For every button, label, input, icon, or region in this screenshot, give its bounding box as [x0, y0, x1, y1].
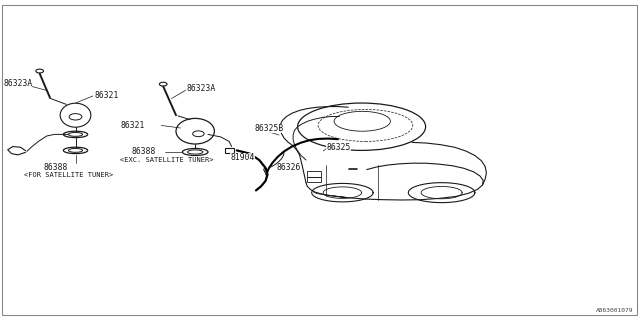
Bar	[307, 177, 321, 182]
Text: <EXC. SATELLITE TUNER>: <EXC. SATELLITE TUNER>	[120, 157, 214, 163]
Text: 86388: 86388	[131, 148, 156, 156]
Text: 86323A: 86323A	[3, 79, 33, 88]
Text: 86321: 86321	[94, 92, 118, 100]
Text: A863001079: A863001079	[596, 308, 634, 313]
FancyBboxPatch shape	[2, 5, 637, 315]
Text: 86326: 86326	[276, 164, 301, 172]
Text: 81904: 81904	[230, 153, 255, 162]
Text: 86388: 86388	[44, 164, 68, 172]
Text: 86321: 86321	[120, 121, 145, 130]
Text: <FOR SATELLITE TUNER>: <FOR SATELLITE TUNER>	[24, 172, 113, 178]
Bar	[225, 148, 234, 153]
Bar	[307, 171, 321, 177]
Text: 86325B: 86325B	[255, 124, 284, 133]
Text: 86325: 86325	[326, 143, 351, 152]
Text: 86323A: 86323A	[187, 84, 216, 93]
